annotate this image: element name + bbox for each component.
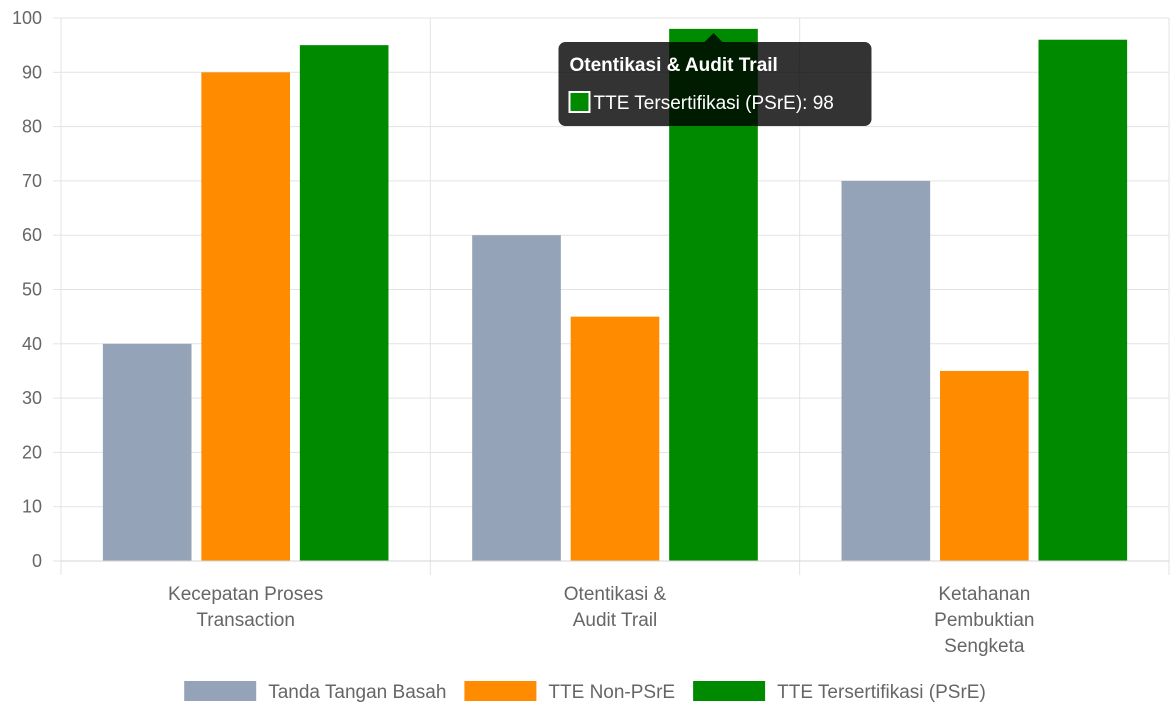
legend-label: Tanda Tangan Basah [268,682,446,703]
legend-swatch [184,681,257,701]
y-tick-label: 100 [12,8,42,28]
y-tick-label: 80 [22,117,42,137]
y-tick-label: 40 [22,334,42,354]
tooltip-box [558,42,872,126]
bar [201,72,290,562]
bar [841,180,931,561]
tooltip-swatch [568,91,591,113]
y-tick-label: 70 [22,171,42,191]
tooltip-title: Otentikasi & Audit Trail [569,55,777,76]
y-tick-label: 30 [22,388,42,408]
y-tick-label: 50 [22,280,42,300]
tooltip-caret [704,33,723,42]
bar [472,235,561,561]
y-tick-label: 60 [22,225,42,245]
bar [299,45,389,561]
tooltip: Otentikasi & Audit Trail TTE Tersertifika… [558,33,872,126]
bar [940,370,1029,561]
x-tick-label: Ketahanan Pembuktian Sengketa [934,584,1034,657]
legend-label: TTE Non-PSrE [548,682,675,703]
legend-label: TTE Tersertifikasi (PSrE) [777,682,986,703]
y-tick-label: 90 [22,62,42,82]
legend-swatch [693,681,766,701]
y-tick-label: 0 [32,551,42,571]
legend: Tanda Tangan Basah TTE Non-PSrE TTE Terser… [184,681,986,703]
bar [102,343,192,561]
x-tick-label: Otentikasi & Audit Trail [564,584,667,631]
x-tick-label: Kecepatan Proses Transaction [168,584,323,631]
y-tick-label: 10 [22,497,42,517]
bar [1038,39,1128,562]
y-tick-label: 20 [22,442,42,462]
legend-swatch [464,681,537,701]
tooltip-body: TTE Tersertifikasi (PSrE): 98 [593,93,833,114]
bar [570,316,660,561]
